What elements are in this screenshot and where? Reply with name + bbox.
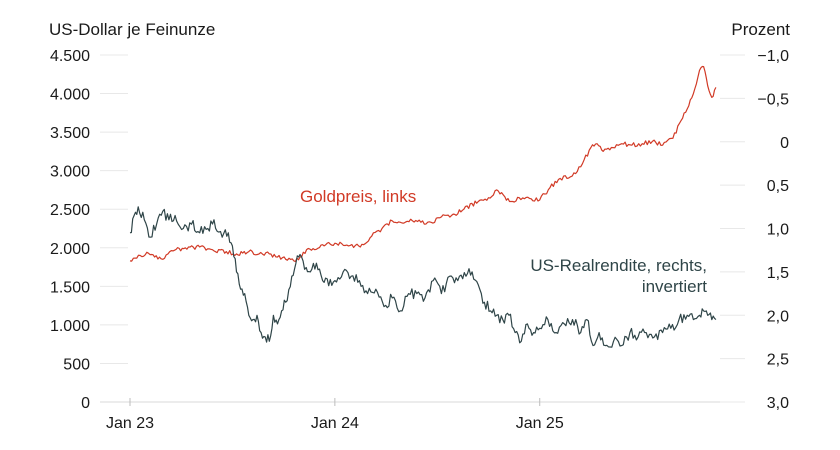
- series-labels: Goldpreis, links US-Realrendite, rechts, i…: [300, 187, 707, 296]
- x-tick-label: Jan 23: [106, 415, 154, 432]
- x-axis-ticks: Jan 23 Jan 24 Jan 25: [106, 398, 564, 432]
- left-tick-label: 2.000: [50, 241, 90, 258]
- right-tick-label: 0,5: [767, 178, 789, 195]
- left-tick-label: 1.000: [50, 318, 90, 335]
- real-yield-series-label-line2: invertiert: [642, 277, 707, 296]
- gold-price-line: [129, 65, 717, 263]
- left-axis-title: US-Dollar je Feinunze: [49, 20, 216, 39]
- gold-series-label: Goldpreis, links: [300, 187, 416, 206]
- left-tick-label: 4.500: [50, 48, 90, 65]
- right-axis-ticks: −1,0 −0,5 0 0,5 1,0 1,5 2,0 2,5 3,0: [757, 48, 789, 412]
- left-tick-label: 3.500: [50, 125, 90, 142]
- left-tick-label: 2.500: [50, 202, 90, 219]
- left-axis-ticks: 0 500 1.000 1.500 2.000 2.500 3.000 3.500 4.000 4…: [50, 48, 90, 412]
- right-axis-title: Prozent: [731, 20, 790, 39]
- left-tick-label: 3.000: [50, 164, 90, 181]
- x-tick-label: Jan 25: [516, 415, 564, 432]
- right-tick-label: −1,0: [757, 48, 789, 65]
- right-tick-label: −0,5: [757, 91, 789, 108]
- left-tick-label: 0: [81, 395, 90, 412]
- series-lines: [129, 65, 717, 348]
- left-tick-label: 500: [63, 356, 90, 373]
- right-tick-label: 3,0: [767, 395, 789, 412]
- real-yield-line: [129, 206, 717, 348]
- right-tick-label: 1,0: [767, 222, 789, 239]
- real-yield-series-label-line1: US-Realrendite, rechts,: [530, 256, 707, 275]
- right-tick-label: 2,0: [767, 308, 789, 325]
- x-tick-label: Jan 24: [311, 415, 359, 432]
- right-tick-label: 0: [780, 135, 789, 152]
- gridlines: [100, 54, 745, 403]
- right-tick-label: 1,5: [767, 265, 789, 282]
- left-tick-label: 4.000: [50, 87, 90, 104]
- right-tick-label: 2,5: [767, 352, 789, 369]
- left-tick-label: 1.500: [50, 279, 90, 296]
